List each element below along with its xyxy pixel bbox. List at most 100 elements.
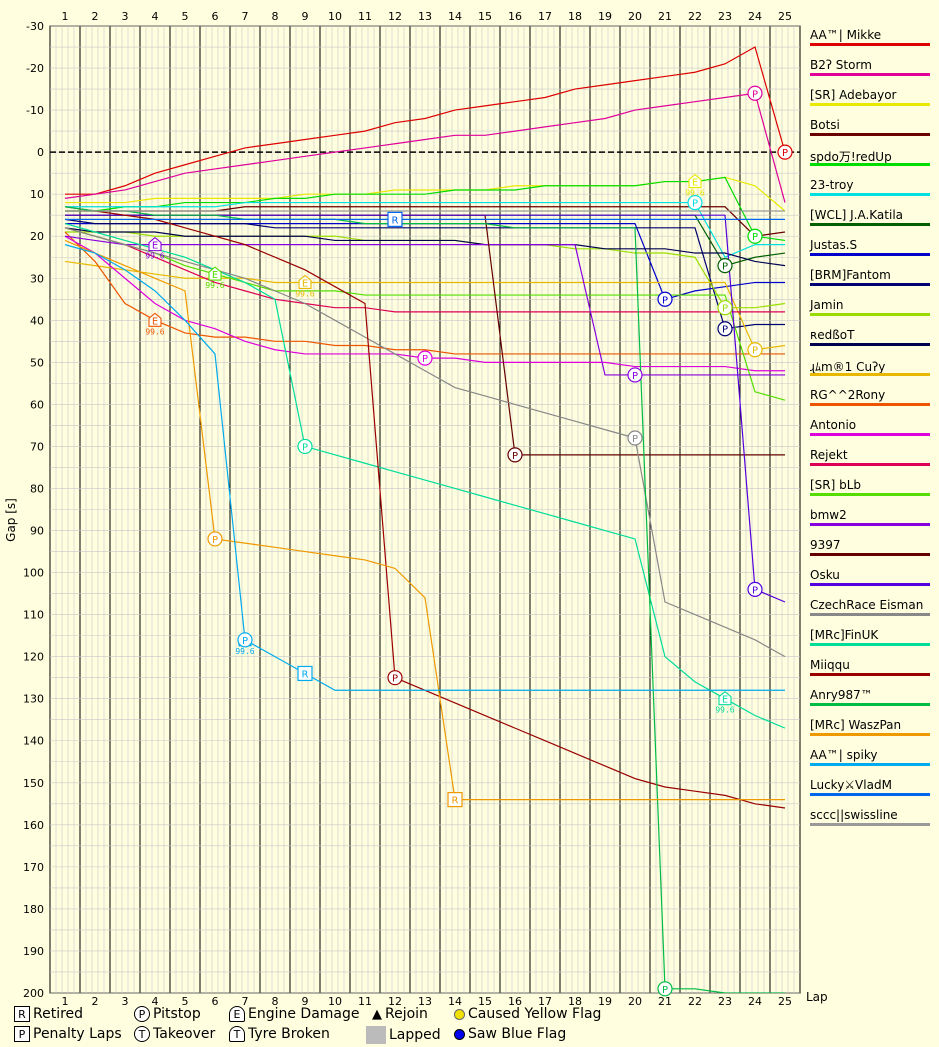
legend-swatch: [810, 73, 930, 76]
series-line: [65, 46, 786, 195]
y-tick-label: 0: [37, 146, 44, 159]
legend-label: ɻﾑm®1 Cuʔy: [810, 360, 886, 374]
y-tick-label: -30: [26, 20, 44, 33]
x-tick-label: 20: [628, 10, 642, 23]
legend-item: Rejekt: [810, 446, 935, 476]
pitstop-marker: [747, 342, 763, 358]
legend-swatch: [810, 343, 930, 346]
key-blue: Saw Blue Flag: [454, 1026, 566, 1042]
series-line: [64, 260, 786, 351]
y-tick-label: -10: [26, 104, 44, 117]
x-tick-label: 2: [92, 10, 99, 23]
pitstop-marker: [747, 228, 763, 244]
legend-swatch: [810, 133, 930, 136]
x-tick-label: 3: [122, 995, 129, 1008]
x-axis-title: Lap: [806, 990, 828, 1004]
event-marker-label: 99.6: [235, 647, 254, 656]
event-marker-letter: P: [662, 295, 668, 306]
x-tick-label: 9: [302, 995, 309, 1008]
legend-item: [MRc] WaszPan: [810, 716, 935, 746]
legend-swatch: [810, 523, 930, 526]
event-marker-letter: P: [722, 325, 728, 336]
legend-swatch: [810, 463, 930, 466]
legend-swatch: [810, 193, 930, 196]
key-rejoin: ▲ Rejoin: [372, 1006, 428, 1022]
y-tick-label: 80: [30, 482, 44, 495]
series-line: [64, 244, 785, 691]
x-tick-label: 12: [388, 995, 402, 1008]
legend: AA™| Mikke B2ʔ Storm [SR] Adebayor Botsi spd…: [810, 26, 935, 836]
legend-swatch: [810, 493, 930, 496]
x-tick-label: 11: [358, 10, 372, 23]
legend-swatch: [810, 253, 930, 256]
legend-item: Miiqqu: [810, 656, 935, 686]
x-tick-label: 19: [598, 10, 612, 23]
event-marker-letter: P: [722, 304, 728, 315]
event-marker-letter: P: [302, 442, 308, 453]
event-marker-letter: R: [302, 669, 309, 680]
series-line: [64, 235, 785, 376]
event-marker-label: 99.6: [685, 189, 704, 198]
key-tyre: T Tyre Broken: [229, 1026, 330, 1042]
x-tick-label: 6: [212, 10, 219, 23]
legend-swatch: [810, 313, 930, 316]
event-marker-letter: E: [212, 270, 218, 281]
x-tick-label: 1: [62, 10, 69, 23]
event-marker-letter: R: [392, 215, 399, 226]
series-line: [64, 227, 786, 658]
engine-damage-marker: [208, 266, 222, 281]
retired-marker: [297, 665, 313, 682]
pitstop-marker: [507, 447, 523, 463]
x-tick-label: 21: [658, 995, 672, 1008]
event-marker-label: 99.6: [205, 281, 224, 290]
x-tick-label: 10: [328, 10, 342, 23]
series-line: [64, 218, 785, 330]
x-tick-label: 14: [448, 995, 462, 1008]
key-pitstop: P Pitstop: [134, 1006, 201, 1022]
legend-swatch: [810, 103, 930, 106]
x-tick-label: 23: [718, 995, 732, 1008]
x-tick-label: 7: [242, 995, 249, 1008]
retired-marker: [387, 211, 403, 227]
x-axis-bottom: 1 2 3 4 5 6 7 8 9 10 11 12 13 14 15 16 17 18 19 20 21 22 23 24 2…: [62, 995, 793, 1008]
legend-label: [WCL] J.A.Katila: [810, 208, 904, 222]
legend-swatch: [810, 553, 930, 556]
legend-item: [WCL] J.A.Katila: [810, 206, 935, 236]
yellow-flag-icon: [454, 1008, 465, 1020]
event-marker-letter: E: [152, 316, 158, 327]
legend-swatch: [810, 283, 930, 286]
legend-swatch: [810, 433, 930, 436]
x-tick-label: 8: [272, 995, 279, 1008]
x-tick-label: 15: [478, 995, 492, 1008]
event-markers: PPE99.6PPPPPPE99.6PE99.6PE99.6E99.6PPPPP…: [145, 85, 793, 997]
pitstop-marker: [627, 367, 643, 383]
x-tick-label: 6: [212, 995, 219, 1008]
legend-label: Osku: [810, 568, 840, 582]
event-marker-label: 99.6: [295, 289, 314, 298]
event-marker-label: 99.6: [715, 706, 734, 715]
marker-key: R Retired P Pitstop E Engine Damage ▲ Rejoin…: [14, 1006, 614, 1046]
x-tick-label: 20: [628, 995, 642, 1008]
legend-item: 23-troy: [810, 176, 935, 206]
y-tick-label: -20: [26, 62, 44, 75]
engine-damage-marker: [688, 173, 702, 189]
legend-label: Miiqqu: [810, 658, 850, 672]
legend-label: [BRM]Fantom: [810, 268, 891, 282]
x-tick-label: 25: [778, 10, 792, 23]
legend-label: AA™| Mikke: [810, 28, 882, 42]
legend-item: [MRc]FinUK: [810, 626, 935, 656]
pitstop-marker: [387, 670, 403, 686]
legend-swatch: [810, 793, 930, 796]
x-tick-label: 9: [302, 10, 309, 23]
legend-item: Anry987™: [810, 686, 935, 716]
legend-item: CzechRace Eisman: [810, 596, 935, 626]
x-tick-label: 16: [508, 995, 522, 1008]
legend-label: Botsi: [810, 118, 840, 132]
x-tick-label: 17: [538, 995, 552, 1008]
x-tick-label: 13: [418, 10, 432, 23]
key-retired: R Retired: [14, 1006, 83, 1022]
legend-item: [BRM]Fantom: [810, 266, 935, 296]
legend-label: Lucky⚔VladM: [810, 778, 892, 792]
key-engine: E Engine Damage: [229, 1006, 360, 1022]
legend-swatch: [810, 583, 930, 586]
